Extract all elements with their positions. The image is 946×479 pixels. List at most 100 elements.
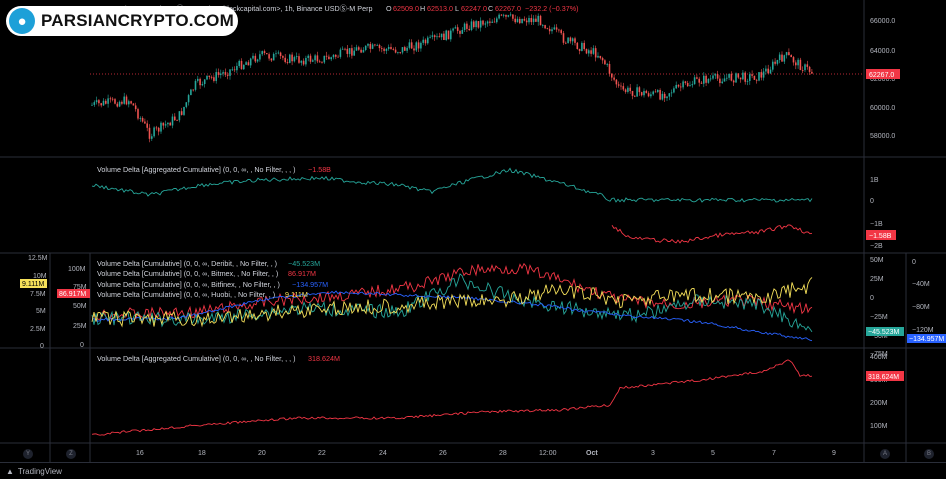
left-tick: 0 (40, 343, 44, 350)
agg-delta-legend-value: −1.58B (308, 165, 331, 174)
candle-body (447, 30, 450, 40)
candle-body (215, 72, 217, 81)
candle-body (203, 79, 206, 84)
candle-body (604, 60, 606, 65)
time-tick: 18 (198, 450, 206, 457)
agg-delta2-line (91, 359, 813, 436)
candle-body (325, 55, 328, 57)
brand-logo: ● PARSIANCRYPTO.COM (6, 6, 238, 36)
candle-body (367, 43, 369, 46)
candle-body (413, 48, 415, 51)
candle-body (525, 20, 528, 23)
candle-body (484, 23, 487, 25)
candle-body (489, 21, 491, 23)
candle-body (700, 82, 703, 84)
candle-body (539, 15, 542, 26)
candle-body (374, 44, 376, 46)
candle-body (732, 80, 735, 83)
candle-body (130, 101, 132, 104)
axis-b-button[interactable]: B (924, 449, 934, 459)
candle-body (256, 59, 259, 62)
right-tick: −50M (870, 333, 888, 340)
axis-y-button[interactable]: Y (23, 449, 33, 459)
agg-delta-tick: 0 (870, 198, 874, 205)
time-tick: 7 (772, 450, 776, 457)
price-tick: 62000.0 (870, 76, 895, 83)
huobi-delta-line (91, 277, 813, 328)
bitmex-current-label: 86.917M (59, 291, 86, 298)
candle-body (463, 23, 466, 30)
time-tick: 16 (136, 450, 144, 457)
time-tick: 22 (318, 450, 326, 457)
candle-body (155, 127, 158, 129)
candle-body (174, 116, 176, 121)
ohlc-close-value: 62267.0 (495, 4, 521, 13)
candle-body (765, 68, 767, 72)
candle-body (590, 50, 592, 54)
bitmex-current-tag (57, 289, 90, 298)
candle-body (505, 14, 507, 17)
price-candles (91, 12, 813, 143)
candle-body (353, 50, 355, 56)
candle-body (383, 48, 385, 51)
candle-body (689, 85, 691, 87)
ohlc-open-value: 62509.0 (393, 4, 419, 13)
candle-body (486, 21, 489, 24)
price-tick: 66000.0 (870, 18, 895, 25)
candle-body (399, 52, 401, 53)
candle-body (275, 53, 277, 55)
candle-body (470, 21, 473, 31)
right-axis-deribit[interactable]: 50M 25M 0 −25M −50M −75M (870, 257, 888, 358)
candle-body (213, 77, 215, 81)
tradingview-brand[interactable]: ▲ TradingView (6, 467, 62, 476)
right-axis-bitfinex[interactable]: 0 −40M −80M −120M (912, 259, 934, 334)
candle-body (788, 52, 790, 56)
candle-body (558, 29, 560, 31)
left-axis-huobi[interactable]: 12.5M 10M 7.5M 5M 2.5M 0 (28, 255, 48, 350)
candle-body (735, 73, 737, 83)
tradingview-label: TradingView (17, 466, 62, 476)
candle-body (141, 117, 144, 122)
right-tick: −40M (912, 281, 930, 288)
candle-body (601, 58, 604, 61)
candle-body (118, 101, 121, 107)
left-axis-bitmex[interactable]: 100M 75M 50M 25M 0 (68, 266, 87, 349)
candle-body (673, 88, 675, 93)
candle-body (100, 103, 102, 106)
candle-body (514, 18, 516, 23)
axis-z-button[interactable]: Z (66, 449, 76, 459)
time-axis[interactable]: 16 18 20 22 24 26 28 12:00 Oct 3 5 7 9 (136, 450, 836, 457)
candle-body (645, 90, 648, 94)
candle-body (709, 78, 712, 80)
huobi-legend-value: 9.111M (285, 290, 308, 299)
time-tick: Oct (586, 450, 598, 457)
agg-delta2-current-tag (866, 371, 904, 381)
candle-body (643, 90, 645, 96)
candle-body (226, 74, 229, 76)
candle-body (351, 48, 353, 56)
axis-a-button[interactable]: A (880, 449, 890, 459)
candle-body (502, 14, 505, 16)
footer-bar: ▲ TradingView (0, 462, 946, 479)
candle-body (102, 100, 105, 106)
left-tick: 0 (80, 342, 84, 349)
candle-body (238, 60, 240, 66)
right-tick: −75M (870, 351, 888, 358)
candle-body (231, 69, 234, 71)
agg-delta-down-segment (611, 224, 813, 244)
candle-body (781, 54, 783, 62)
candle-body (562, 33, 565, 43)
candle-body (424, 39, 427, 44)
candle-body (167, 122, 169, 125)
candle-body (574, 38, 576, 43)
candle-body (493, 21, 496, 23)
price-axis[interactable]: 66000.0 64000.0 62000.0 60000.0 58000.0 (870, 18, 895, 140)
candle-body (627, 87, 629, 92)
candle-body (180, 111, 183, 115)
candle-body (477, 21, 480, 28)
candle-body (233, 69, 236, 71)
left-tick: 10M (33, 273, 47, 280)
candle-body (755, 79, 758, 81)
candle-body (341, 48, 344, 50)
